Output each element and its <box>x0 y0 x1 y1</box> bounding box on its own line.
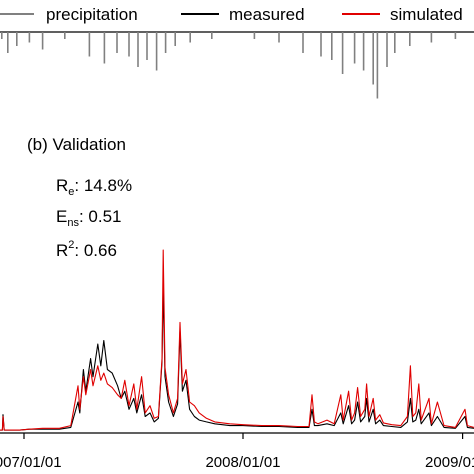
stat-ens-symbol: E <box>56 207 67 226</box>
stat-ens-value: : 0.51 <box>79 207 122 226</box>
x-tick-label: 2007/01/01 <box>0 454 62 471</box>
stat-re-symbol: R <box>56 176 68 195</box>
stat-r2-symbol: R <box>56 241 68 260</box>
legend: precipitation measured simulated <box>0 5 463 24</box>
stat-ens-sub: ns <box>67 217 79 229</box>
stat-ens: Ens: 0.51 <box>56 207 122 229</box>
series-simulated-line <box>0 249 474 431</box>
stat-r2-value: : 0.66 <box>74 241 117 260</box>
legend-simulated-label: simulated <box>390 5 463 24</box>
stat-re-value: : 14.8% <box>74 176 132 195</box>
stat-re: Re: 14.8% <box>56 176 132 198</box>
panel-title: (b) Validation <box>27 135 126 154</box>
stat-r2-sup: 2 <box>68 239 74 251</box>
series-measured-line <box>0 285 474 431</box>
x-tick-label: 2008/01/01 <box>205 454 280 471</box>
legend-precipitation-label: precipitation <box>46 5 138 24</box>
precipitation-bars <box>0 32 457 99</box>
x-axis-ticks: 2007/01/01 2008/01/01 2009/01/01 <box>0 433 474 471</box>
stat-r2: R2: 0.66 <box>56 239 117 260</box>
x-tick-label: 2009/01/01 <box>425 454 474 471</box>
stat-re-sub: e <box>68 186 74 198</box>
legend-measured-label: measured <box>229 5 305 24</box>
